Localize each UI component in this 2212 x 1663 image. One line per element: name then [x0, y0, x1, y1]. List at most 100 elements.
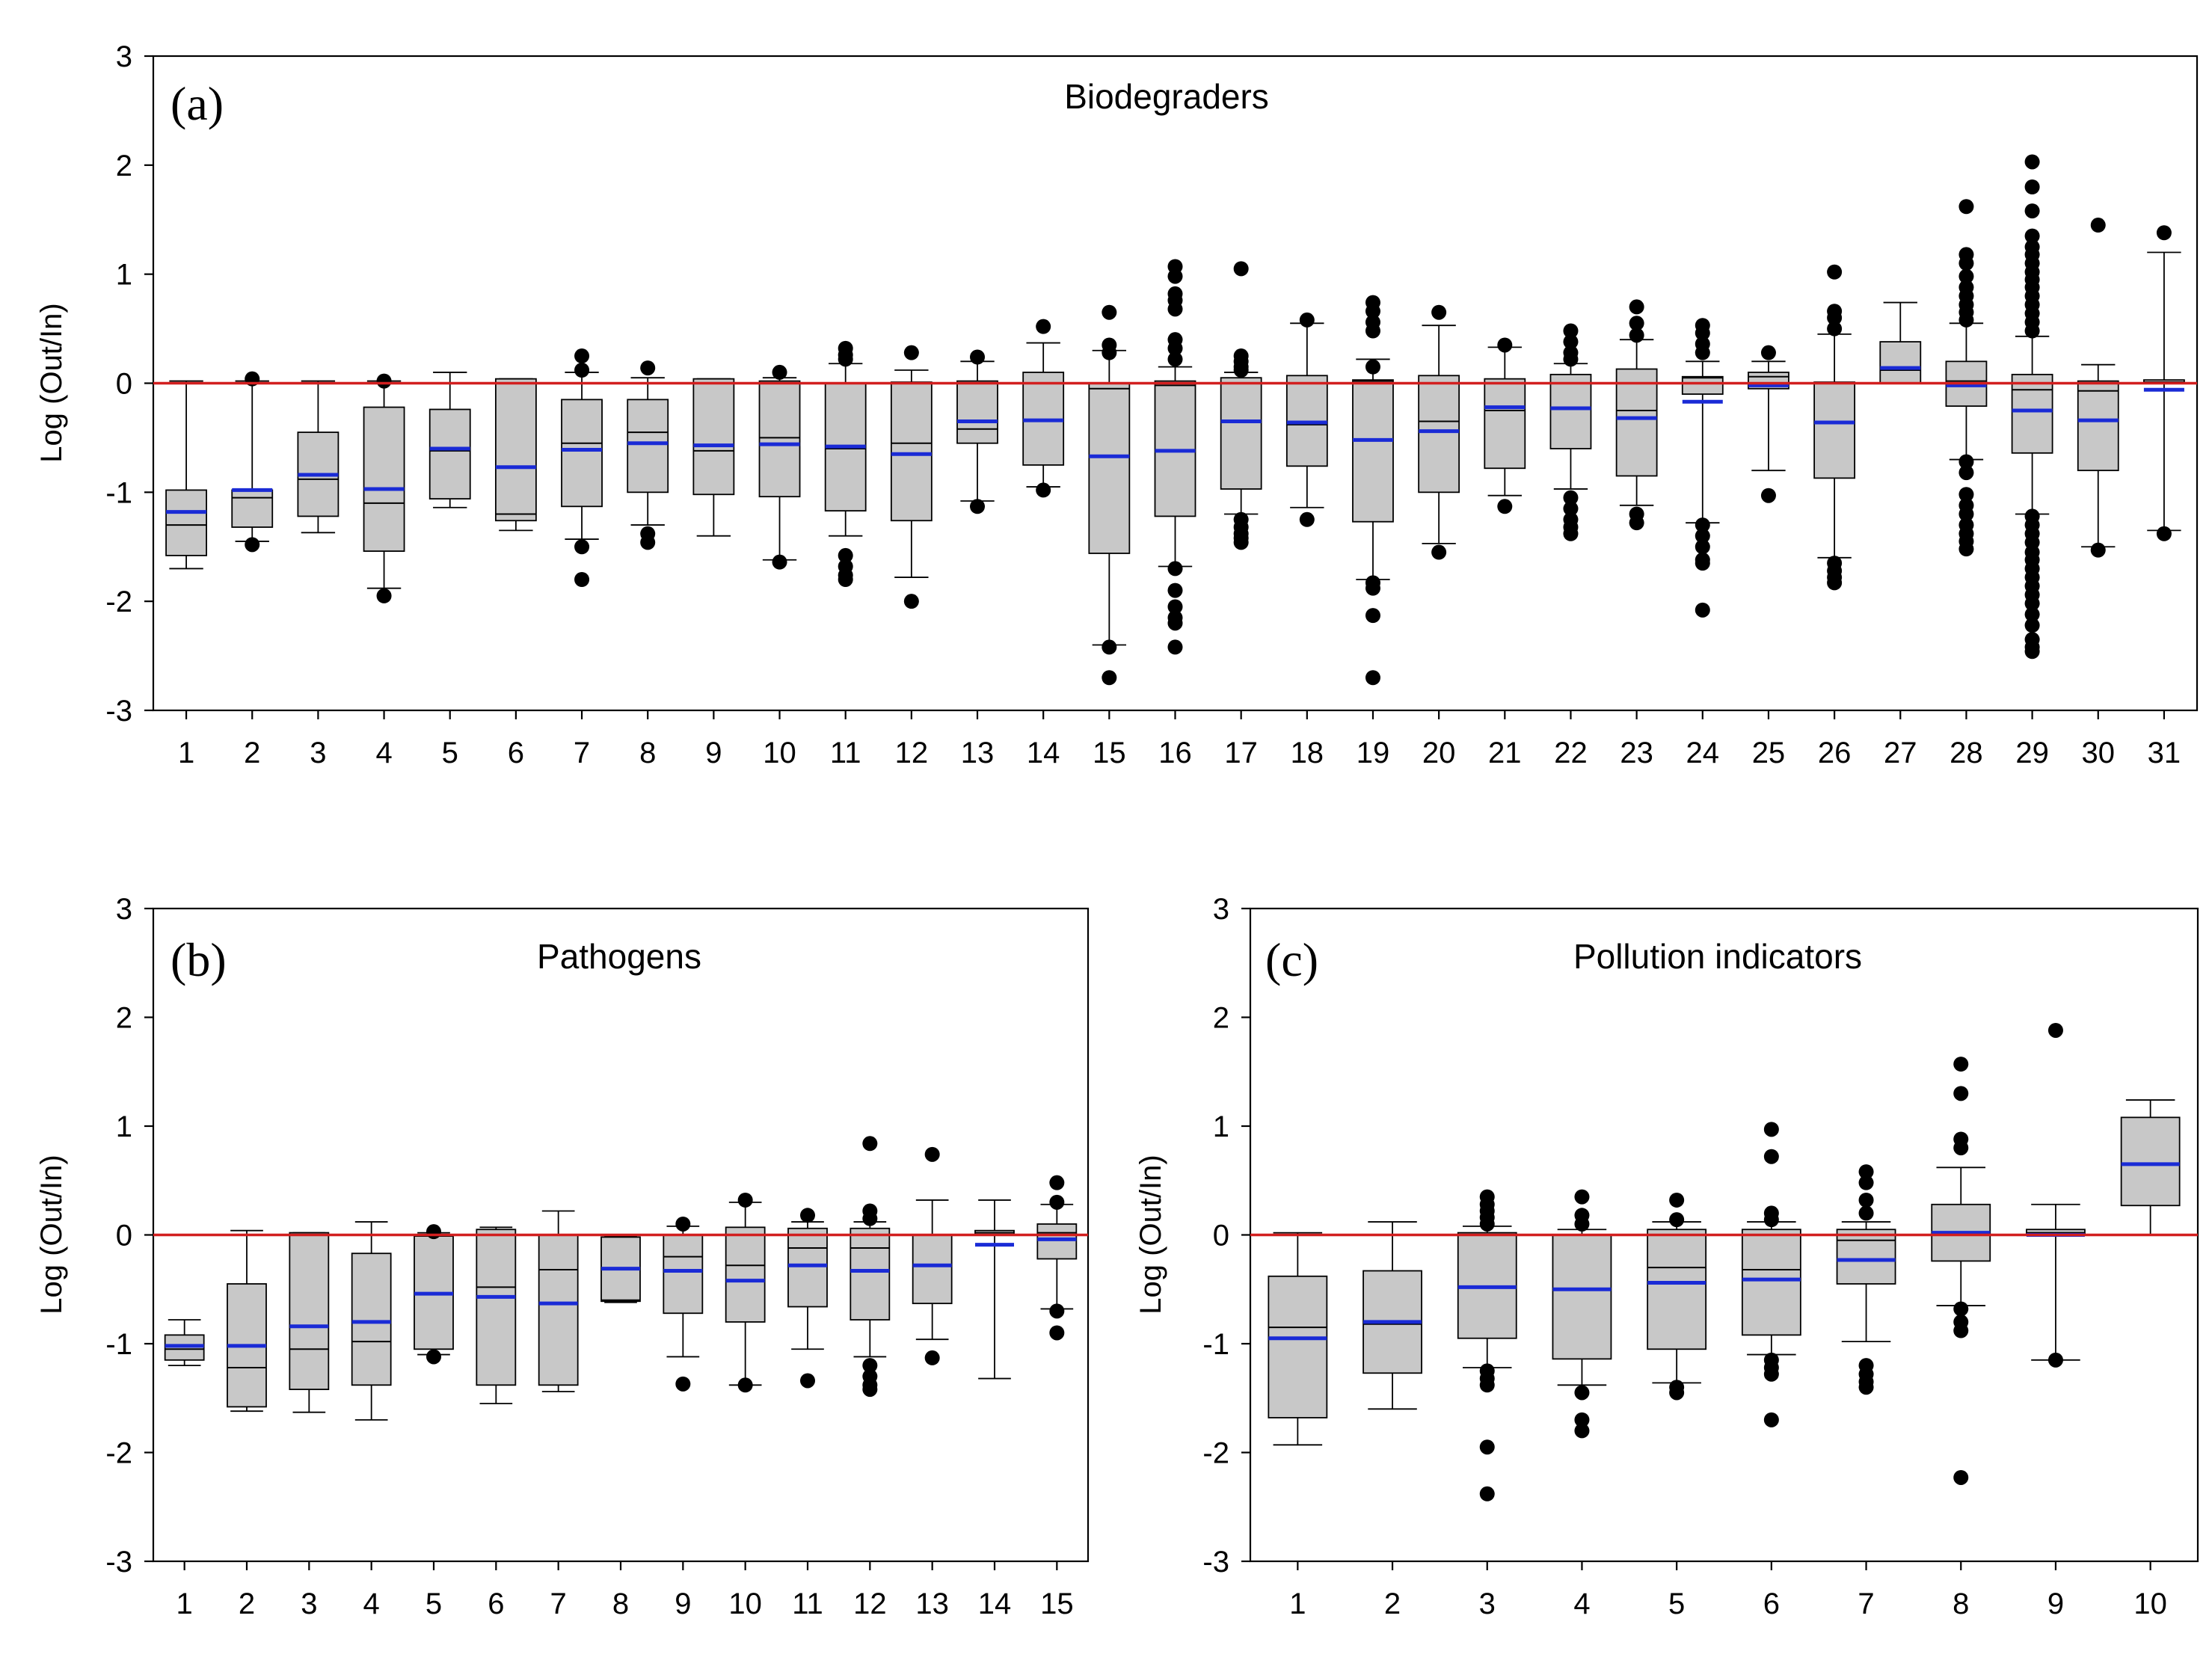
- y-tick-label: 0: [116, 1220, 132, 1252]
- box-iqr: [2120, 1116, 2181, 1207]
- outlier-point: [1049, 1194, 1065, 1210]
- outlier-point: [640, 535, 656, 550]
- outlier-point: [1233, 261, 1249, 277]
- outlier-point: [2024, 618, 2040, 633]
- box-plot: [1879, 301, 1922, 384]
- outlier-point: [1036, 319, 1051, 334]
- y-tick-label: -2: [1202, 1437, 1229, 1470]
- outlier-point: [1695, 345, 1710, 360]
- box-iqr: [663, 1234, 704, 1315]
- outlier-point: [1574, 1189, 1590, 1205]
- x-tick-label: 4: [1573, 1587, 1590, 1620]
- outlier-point: [1858, 1192, 1874, 1208]
- x-tick-label: 30: [2082, 737, 2116, 769]
- outlier-point: [1563, 501, 1579, 517]
- x-tick-label: 15: [1093, 737, 1126, 769]
- box-plot: [2120, 1099, 2181, 1236]
- box-plot: [1931, 1057, 1991, 1485]
- y-tick-label: -1: [105, 476, 132, 509]
- outlier-point: [1365, 580, 1380, 596]
- x-tick-label: 3: [1479, 1587, 1496, 1620]
- x-tick-label: 11: [792, 1587, 823, 1620]
- outlier-point: [1574, 1385, 1590, 1401]
- y-axis-label-a: Log (Out/In): [35, 303, 68, 462]
- outlier-point: [1763, 1412, 1779, 1427]
- x-tick-label: 8: [612, 1587, 629, 1620]
- box-plot: [1813, 264, 1856, 591]
- outlier-point: [1167, 351, 1183, 367]
- box-iqr: [1647, 1229, 1707, 1350]
- box-iqr: [1879, 341, 1922, 384]
- y-tick-label: 3: [1213, 893, 1229, 926]
- outlier-point: [1958, 487, 1974, 502]
- outlier-point: [1763, 1366, 1779, 1382]
- box-iqr: [787, 1227, 828, 1308]
- box-plot: [1748, 345, 1789, 503]
- outlier-point: [1479, 1377, 1495, 1393]
- outlier-point: [2090, 218, 2106, 233]
- outlier-point: [1763, 1212, 1779, 1228]
- outlier-point: [1365, 608, 1380, 624]
- outlier-point: [862, 1382, 878, 1398]
- x-tick-label: 23: [1620, 737, 1653, 769]
- outlier-point: [574, 348, 590, 364]
- outlier-point: [1167, 340, 1183, 356]
- box-plot: [561, 348, 603, 587]
- panel-title-a: Biodegraders: [1064, 77, 1269, 116]
- outlier-point: [675, 1216, 691, 1232]
- x-tick-label: 11: [830, 737, 861, 769]
- outlier-point: [1167, 561, 1183, 577]
- outlier-point: [1431, 304, 1447, 320]
- outlier-point: [2047, 1352, 2063, 1368]
- y-tick-label: -1: [1202, 1328, 1229, 1361]
- outlier-point: [1695, 528, 1710, 544]
- outlier-point: [1629, 328, 1644, 343]
- outlier-point: [1953, 1301, 1969, 1317]
- x-tick-label: 8: [639, 737, 656, 769]
- y-ticks-a: 3 2 1 0 -1 -2 -3: [105, 40, 153, 728]
- outlier-point: [1299, 511, 1315, 527]
- x-tick-label: 7: [574, 737, 590, 769]
- x-tick-label: 7: [550, 1587, 567, 1620]
- y-tick-label: -3: [1202, 1546, 1229, 1579]
- x-tick-label: 27: [1884, 737, 1917, 769]
- box-iqr: [1615, 368, 1658, 477]
- box-plot: [2077, 218, 2119, 558]
- box-iqr: [428, 408, 471, 499]
- outlier-point: [1563, 490, 1579, 505]
- box-plot: [1362, 1221, 1422, 1410]
- outlier-point: [1827, 321, 1843, 336]
- box-plot: [627, 360, 669, 550]
- box-plot: [1022, 319, 1065, 498]
- outlier-point: [2024, 606, 2040, 622]
- outlier-point: [1695, 602, 1710, 618]
- x-tick-label: 25: [1752, 737, 1786, 769]
- outlier-point: [862, 1136, 878, 1152]
- outlier-point: [1760, 488, 1776, 503]
- outlier-point: [1629, 299, 1644, 315]
- box-iqr: [476, 1229, 517, 1386]
- outlier-point: [2156, 225, 2172, 241]
- box-plot: [1457, 1189, 1517, 1501]
- outlier-point: [1760, 345, 1776, 360]
- outlier-point: [1167, 582, 1183, 598]
- outlier-point: [574, 363, 590, 378]
- box-iqr: [956, 380, 998, 444]
- outlier-point: [1953, 1086, 1969, 1101]
- box-plot: [1647, 1192, 1707, 1401]
- y-tick-label: 3: [116, 40, 132, 73]
- x-tick-label: 9: [675, 1587, 691, 1620]
- box-plot: [428, 372, 471, 508]
- outlier-point: [1563, 323, 1579, 339]
- outlier-point: [772, 554, 787, 570]
- outlier-point: [1669, 1385, 1685, 1401]
- box-iqr: [912, 1234, 953, 1305]
- outlier-point: [1167, 268, 1183, 284]
- y-tick-label: 2: [116, 1002, 132, 1035]
- box-iqr: [231, 489, 274, 528]
- box-iqr: [1484, 378, 1526, 470]
- outlier-point: [1167, 599, 1183, 615]
- boxes-b: [164, 1136, 1078, 1421]
- outlier-point: [838, 547, 853, 563]
- outlier-point: [862, 1211, 878, 1226]
